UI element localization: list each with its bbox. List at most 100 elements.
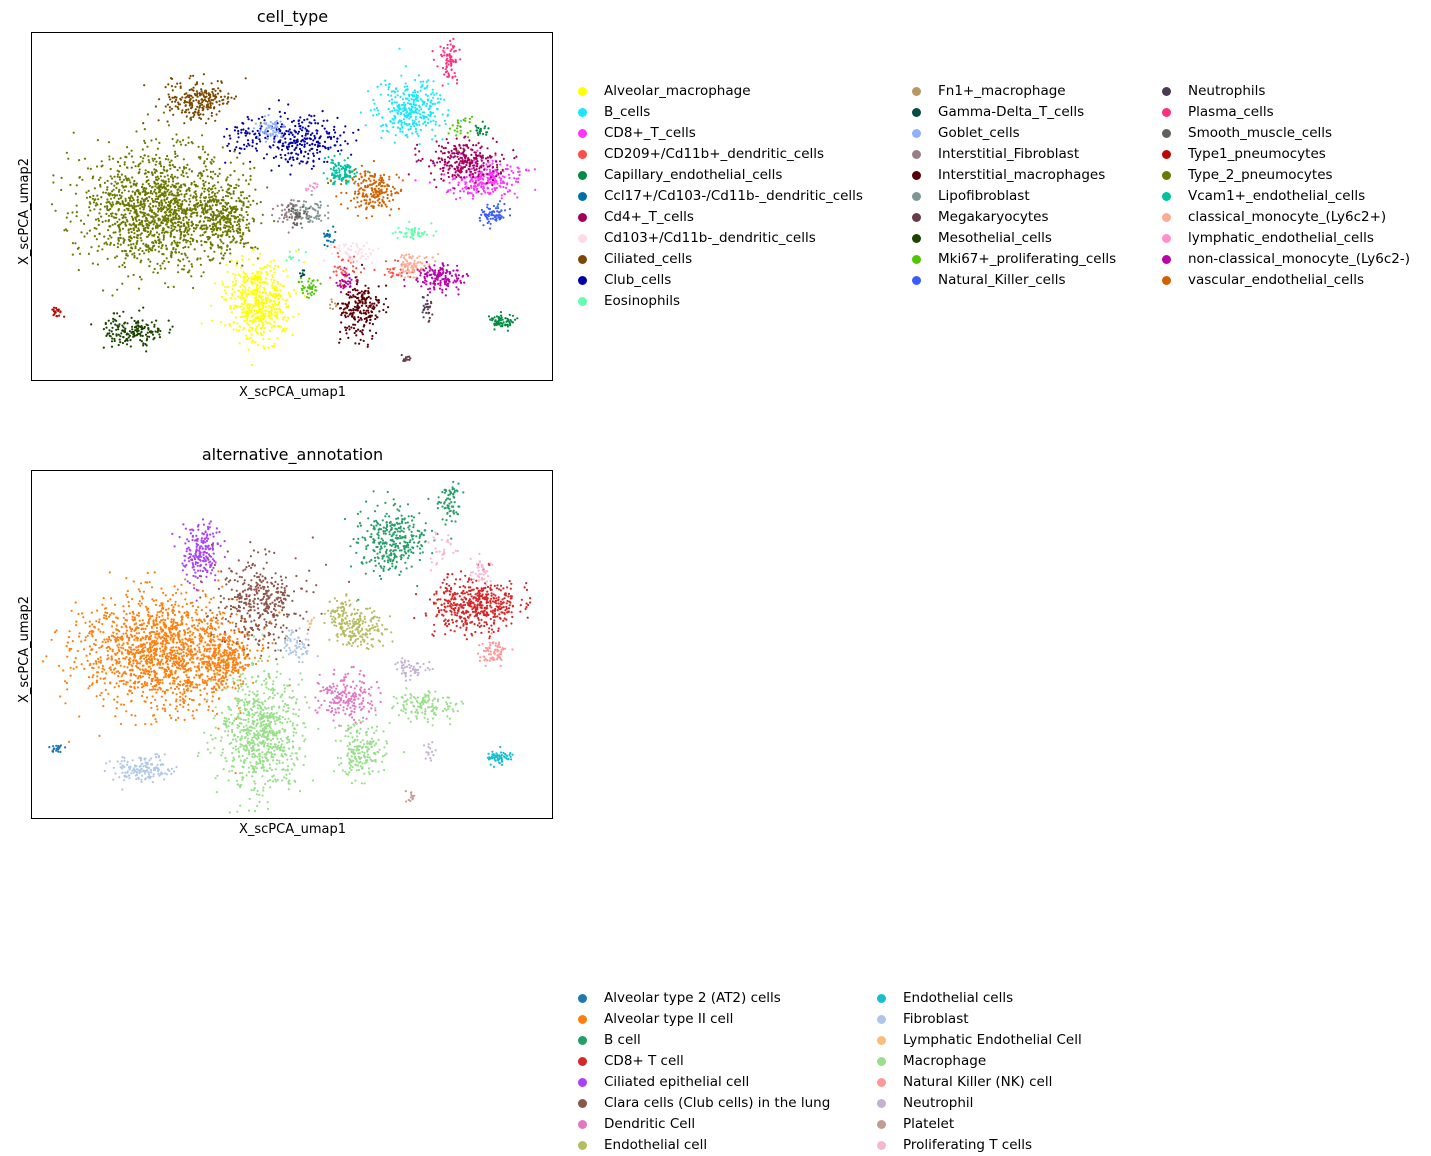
scatter-point (385, 125, 388, 128)
scatter-point (429, 111, 432, 114)
scatter-point (219, 90, 222, 93)
scatter-point (288, 293, 291, 296)
scatter-point (174, 201, 177, 204)
scatter-point (250, 319, 253, 323)
scatter-point (172, 225, 175, 228)
scatter-point (197, 145, 200, 148)
scatter-point (257, 299, 260, 302)
scatter-point (147, 171, 150, 174)
scatter-point (322, 119, 325, 122)
scatter-point (246, 322, 249, 325)
scatter-point (441, 84, 444, 87)
scatter-point (146, 113, 149, 116)
scatter-point (190, 263, 193, 266)
scatter-point (208, 196, 211, 199)
scatter-point (276, 129, 280, 132)
scatter-point (226, 244, 229, 247)
scatter-point (180, 143, 183, 146)
scatter-point (185, 95, 189, 98)
scatter-point (450, 48, 453, 51)
scatter-point (202, 105, 205, 108)
scatter-point (250, 246, 253, 249)
scatter-point (219, 228, 222, 231)
scatter-point (445, 191, 448, 194)
scatter-point (230, 311, 233, 314)
scatter-point (499, 160, 502, 163)
scatter-point (456, 149, 459, 152)
scatter-point (112, 312, 115, 315)
scatter-point (408, 355, 411, 358)
scatter-point (159, 207, 162, 210)
scatter-point (319, 282, 322, 285)
scatter-point (288, 216, 291, 219)
scatter-point (319, 204, 322, 207)
scatter-point (439, 167, 442, 170)
scatter-point (105, 212, 108, 215)
scatter-point (274, 296, 277, 299)
scatter-point (208, 216, 211, 220)
scatter-point (186, 256, 189, 259)
scatter-point (358, 319, 361, 322)
scatter-point (203, 227, 206, 230)
scatter-point (479, 132, 482, 135)
scatter-point (367, 315, 370, 319)
scatter-point (486, 147, 489, 150)
scatter-point (225, 190, 228, 193)
scatter-point (464, 159, 467, 162)
scatter-point (220, 250, 223, 253)
scatter-point (447, 175, 450, 179)
scatter-point (406, 266, 409, 269)
scatter-point (506, 320, 509, 323)
scatter-point (157, 182, 160, 185)
scatter-point (468, 174, 471, 177)
scatter-point (207, 97, 210, 100)
scatter-point (207, 117, 210, 120)
scatter-point (358, 342, 361, 345)
scatter-point (245, 337, 248, 340)
scatter-point (459, 125, 462, 128)
scatter-point (121, 329, 124, 332)
scatter-point (269, 312, 273, 315)
scatter-point (453, 129, 456, 132)
scatter-point (234, 297, 237, 300)
scatter-point (317, 217, 321, 221)
scatter-point (144, 197, 147, 200)
scatter-point (274, 264, 277, 267)
scatter-point (456, 155, 459, 158)
scatter-point (344, 125, 347, 128)
scatter-point (186, 271, 190, 274)
scatter-point (486, 156, 489, 159)
scatter-point (258, 302, 261, 305)
scatter-point (462, 166, 465, 169)
scatter-point (176, 82, 179, 85)
scatter-point (364, 300, 367, 303)
scatter-point (330, 300, 334, 304)
scatter-point (326, 136, 329, 139)
scatter-point (211, 204, 214, 207)
scatter-point (355, 259, 358, 263)
scatter-point (169, 231, 172, 234)
scatter-point (263, 347, 266, 350)
scatter-point (362, 325, 365, 328)
scatter-point (278, 141, 281, 144)
scatter-point (300, 129, 304, 132)
scatter-point (432, 80, 435, 83)
scatter-point (221, 280, 224, 283)
scatter-point (359, 338, 362, 341)
scatter-point (384, 79, 387, 82)
scatter-point (497, 203, 500, 206)
scatter-point (411, 232, 414, 235)
scatter-point (123, 163, 126, 166)
scatter-point (393, 141, 396, 144)
scatter-point (508, 176, 511, 180)
scatter-point (431, 128, 434, 131)
scatter-point (236, 262, 239, 265)
scatter-point (302, 287, 305, 290)
scatter-point (274, 285, 277, 288)
scatter-point (489, 192, 492, 195)
scatter-point (231, 294, 234, 297)
scatter-point (444, 68, 447, 71)
scatter-point (138, 253, 141, 256)
scatter-point (247, 226, 250, 229)
scatter-point (332, 225, 335, 228)
